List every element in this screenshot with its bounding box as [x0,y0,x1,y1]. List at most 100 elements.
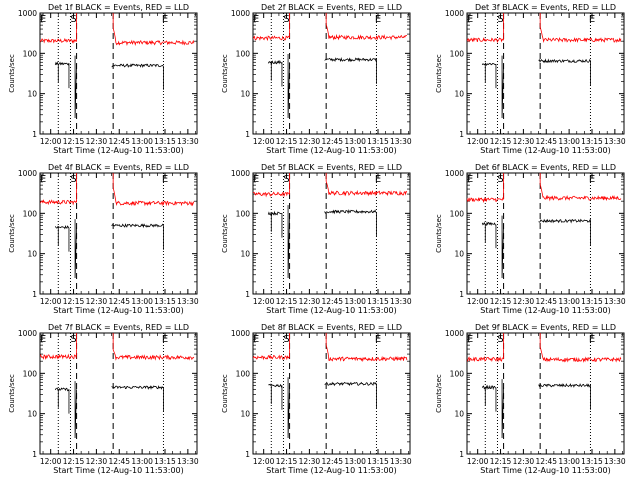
x-tick-label: 12:00 [467,457,489,466]
x-axis-label: Start Time (12-Aug-10 11:53:00) [480,306,611,315]
marker-e: E [375,334,381,345]
y-axis-label: Counts/sec [221,214,229,253]
x-axis-label: Start Time (12-Aug-10 11:53:00) [266,306,397,315]
plot-frame [252,172,411,295]
y-tick-label: 100 [236,369,251,378]
panel-det-9: Det 9f BLACK = Events, RED = LLD 1 10 100 10… [435,323,626,475]
x-tick-label: 12:45 [108,297,130,306]
x-tick-label: 12:00 [467,137,489,146]
x-tick-label: 13:30 [390,137,412,146]
lld-series-segment [40,37,77,44]
events-series-segment [111,385,164,412]
y-tick-label: 1000 [231,329,250,338]
plot-frame [39,332,198,455]
panel-title: Det 9f BLACK = Events, RED = LLD [475,323,616,332]
x-tick-label: 13:00 [558,137,580,146]
marker-e: E [40,334,46,345]
x-tick-label: 12:30 [299,137,321,146]
y-tick-label: 1000 [445,329,464,338]
lld-series-segment [40,199,77,206]
panel-det-7: Det 7f BLACK = Events, RED = LLD 1 10 100 10… [8,323,199,475]
x-tick-label: 13:30 [604,297,626,306]
events-spike-line [484,379,504,438]
lld-series-segment [539,346,622,363]
x-tick-label: 13:00 [131,137,153,146]
x-tick-label: 12:00 [40,137,62,146]
lld-series-segment [467,37,504,44]
plot-frame [252,12,411,135]
y-tick-label: 100 [236,209,251,218]
panel-det-8: Det 8f BLACK = Events, RED = LLD 1 10 100 10… [221,323,412,475]
x-tick-label: 12:30 [299,457,321,466]
y-tick-label: 10 [454,410,464,419]
y-tick-label: 100 [450,49,465,58]
x-tick-label: 13:15 [154,297,176,306]
x-tick-label: 12:45 [108,137,130,146]
marker-s: S [70,334,76,345]
x-tick-label: 13:00 [344,137,366,146]
y-tick-label: 100 [450,369,465,378]
x-axis-label: Start Time (12-Aug-10 11:53:00) [480,146,611,155]
y-axis-label: Counts/sec [435,214,443,253]
lld-series-segment [539,184,622,202]
lld-series-segment [112,349,195,361]
panel-title: Det 5f BLACK = Events, RED = LLD [261,163,402,172]
marker-e: E [253,334,259,345]
lld-series-segment [112,187,195,207]
events-spike-line [484,55,504,118]
events-series-segment [538,58,591,86]
x-axis-label: Start Time (12-Aug-10 11:53:00) [53,466,184,475]
x-axis-label: Start Time (12-Aug-10 11:53:00) [266,466,397,475]
x-tick-label: 13:15 [154,137,176,146]
events-spike-line [484,215,504,278]
x-tick-label: 13:15 [367,457,389,466]
x-tick-label: 12:30 [513,137,535,146]
x-tick-label: 13:30 [177,297,199,306]
x-tick-label: 13:30 [177,137,199,146]
y-axis-label: Counts/sec [221,374,229,413]
y-tick-label: 10 [27,90,37,99]
y-tick-label: 1000 [445,169,464,178]
lld-transition-line [289,333,327,358]
marker-e: E [467,334,473,345]
y-tick-label: 100 [23,369,38,378]
y-tick-label: 1 [459,290,464,299]
panel-title: Det 4f BLACK = Events, RED = LLD [48,163,189,172]
x-tick-label: 13:30 [390,457,412,466]
x-tick-label: 12:00 [40,457,62,466]
marker-s: S [283,174,289,185]
marker-s: S [70,174,76,185]
x-tick-label: 13:00 [131,457,153,466]
x-tick-label: 12:00 [253,297,275,306]
x-tick-label: 13:15 [367,297,389,306]
y-tick-label: 1 [245,290,250,299]
events-series-segment [481,62,497,89]
lld-transition-line [76,333,114,357]
y-axis-label: Counts/sec [8,374,16,413]
x-tick-label: 13:00 [344,297,366,306]
events-series-segment [481,221,497,249]
lld-transition-line [76,13,114,41]
x-tick-label: 12:30 [513,457,535,466]
x-tick-label: 13:15 [581,297,603,306]
panel-title: Det 7f BLACK = Events, RED = LLD [48,323,189,332]
marker-e: E [162,14,168,25]
events-spike-line [270,54,290,118]
events-spike-line [57,381,77,438]
x-tick-label: 12:45 [535,297,557,306]
events-series-segment [54,61,70,89]
marker-s: S [283,14,289,25]
y-axis-label: Counts/sec [221,54,229,93]
lld-series-segment [325,181,408,197]
x-tick-label: 13:30 [604,137,626,146]
events-series-segment [268,383,283,410]
lld-transition-line [76,173,114,203]
y-axis-label: Counts/sec [435,374,443,413]
y-tick-label: 1000 [18,329,37,338]
plot-frame [466,12,625,135]
plot-frame [39,12,198,135]
events-series-segment [324,381,377,409]
x-tick-label: 12:00 [467,297,489,306]
y-tick-label: 1000 [18,169,37,178]
x-tick-label: 13:15 [367,137,389,146]
